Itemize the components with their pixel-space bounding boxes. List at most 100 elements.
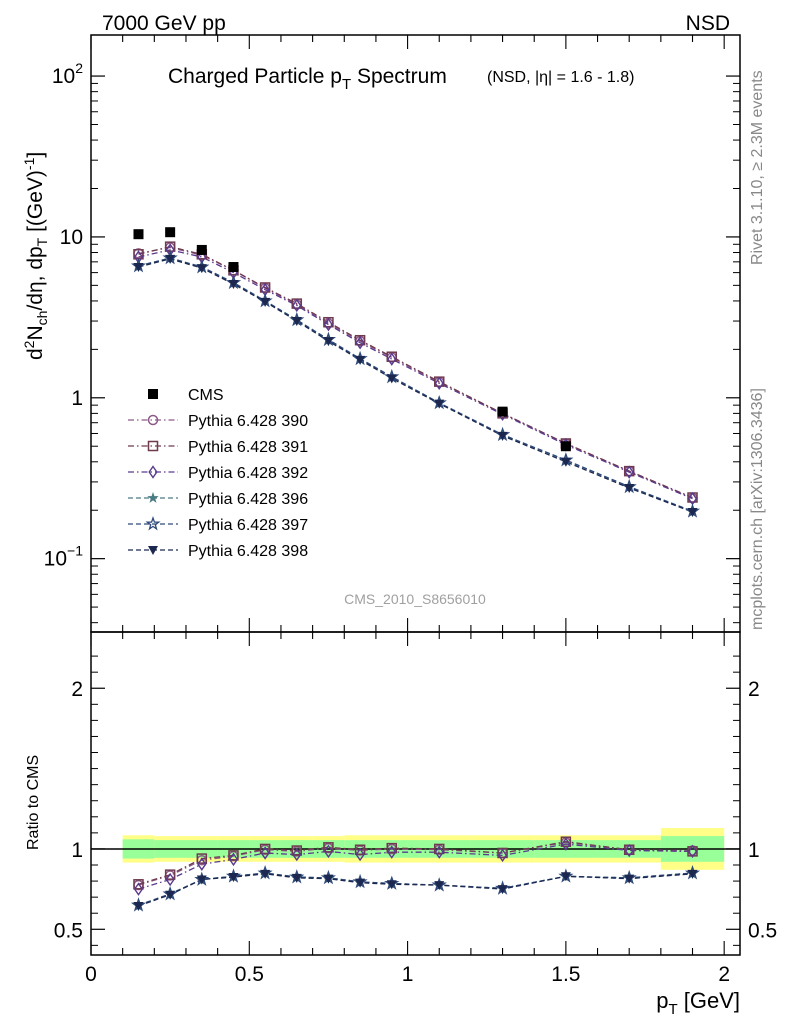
ratio-point-3 xyxy=(197,857,207,871)
ratio-point-3 xyxy=(228,852,239,867)
legend-marker xyxy=(145,515,161,531)
ratio-y-tick-label-right: 2 xyxy=(748,678,760,701)
legend-marker xyxy=(147,440,159,452)
legend-marker xyxy=(147,414,159,426)
series-point-3 xyxy=(434,376,444,391)
legend-label: CMS xyxy=(188,387,224,404)
series-point-3 xyxy=(323,317,334,332)
cms-point xyxy=(560,441,571,452)
series-point-6 xyxy=(323,337,334,347)
legend-label: Pythia 6.428 390 xyxy=(188,413,308,430)
ratio-point-3 xyxy=(387,845,397,859)
ratio-point-6 xyxy=(355,878,366,888)
ratio-point-6 xyxy=(291,873,302,883)
legend-label: Pythia 6.428 396 xyxy=(188,491,308,508)
legend-label: Pythia 6.428 397 xyxy=(188,517,308,534)
series-point-6 xyxy=(355,355,366,365)
analysis-id: CMS_2010_S8656010 xyxy=(344,591,486,607)
series-point-2 xyxy=(354,334,366,346)
ratio-y-tick-label: 1 xyxy=(71,839,83,862)
ratio-ticks: 0.5 0.51 12 20 0.5 1 1.5 2 xyxy=(54,632,777,986)
ratio-point-6 xyxy=(560,872,571,882)
series-point-2 xyxy=(386,351,398,362)
ratio-point-3 xyxy=(687,844,698,859)
ratio-line-2 xyxy=(138,841,693,885)
ratio-panel: 0.5 0.51 12 20 0.5 1 1.5 2 Ratio to CMS pT [GeV… xyxy=(25,631,777,1018)
series-point-3 xyxy=(355,335,365,350)
chart-title-sub: T xyxy=(342,76,351,93)
legend: CMS Pythia 6.428 390 Pythia 6.428 391 Pythi… xyxy=(128,387,308,560)
legend-label: Pythia 6.428 392 xyxy=(188,465,308,482)
y-tick-label: 10−1 xyxy=(44,543,84,571)
ratio-point-6 xyxy=(386,880,397,890)
series-point-6 xyxy=(687,508,698,518)
ratio-point-6 xyxy=(228,873,239,883)
x-tick-label: 1.5 xyxy=(551,963,580,986)
series-point-6 xyxy=(291,317,302,327)
series-point-6 xyxy=(497,431,508,441)
y-tick-label: 102 xyxy=(52,60,83,88)
ratio-point-3 xyxy=(260,846,270,860)
series-line-6 xyxy=(138,258,693,513)
legend-label: Pythia 6.428 391 xyxy=(188,439,308,456)
ratio-point-6 xyxy=(323,874,334,884)
ratio-line-3 xyxy=(138,843,693,890)
ratio-point-2 xyxy=(323,842,334,853)
series-line-3 xyxy=(138,249,693,500)
ratio-point-2 xyxy=(433,843,445,855)
series-point-6 xyxy=(624,483,635,493)
cms-point xyxy=(133,229,144,240)
ratio-point-3 xyxy=(624,843,634,858)
legend-marker xyxy=(148,546,158,555)
series-point-6 xyxy=(434,399,445,409)
cms-point xyxy=(228,262,239,273)
header-right: NSD xyxy=(686,12,730,35)
ratio-point-3 xyxy=(355,847,365,862)
series-point-2 xyxy=(323,316,334,328)
series-point-6 xyxy=(260,297,271,307)
ratio-point-2 xyxy=(497,847,508,859)
ratio-frame xyxy=(90,631,741,956)
ratio-line-1 xyxy=(138,841,693,886)
x-tick-label: 2 xyxy=(718,963,730,986)
rivet-label: Rivet 3.1.10, ≥ 2.3M events xyxy=(749,70,766,265)
ratio-line-6 xyxy=(138,873,693,907)
ratio-point-3 xyxy=(165,872,175,887)
series-point-6 xyxy=(196,264,207,274)
y-tick-label: 1 xyxy=(71,387,83,410)
chart-title-main: Charged Particle p xyxy=(168,65,342,88)
series-line-5 xyxy=(138,257,693,512)
ratio-y-tick-label-right: 0.5 xyxy=(748,919,777,942)
series-line-2 xyxy=(138,246,693,499)
series-point-6 xyxy=(165,254,176,264)
ratio-point-6 xyxy=(497,885,508,895)
legend-label: Pythia 6.428 398 xyxy=(188,543,308,560)
ratio-bands xyxy=(91,828,740,870)
legend-marker xyxy=(148,465,158,479)
ratio-y-tick-label-right: 1 xyxy=(748,839,760,862)
ratio-point-6 xyxy=(624,874,635,884)
legend-marker xyxy=(148,389,158,399)
ratio-point-2 xyxy=(386,842,398,854)
header-left: 7000 GeV pp xyxy=(102,12,226,35)
series-point-3 xyxy=(387,352,397,366)
y-tick-label: 10 xyxy=(60,226,83,249)
chart-title: Charged Particle pT Spectrum xyxy=(168,65,447,93)
ratio-point-2 xyxy=(228,850,239,861)
series-point-6 xyxy=(386,374,397,384)
series-point-6 xyxy=(228,279,239,289)
series-point-3 xyxy=(624,465,634,479)
ratio-point-2 xyxy=(164,869,176,880)
main-ticks: 10−1 1 10 102 xyxy=(44,35,740,632)
ratio-point-6 xyxy=(687,869,698,879)
ratio-point-6 xyxy=(165,890,176,900)
ratio-point-2 xyxy=(560,836,572,847)
chart-title-note: (NSD, |η| = 1.6 - 1.8) xyxy=(487,69,634,86)
ratio-point-2 xyxy=(196,853,208,864)
series-point-3 xyxy=(292,298,302,313)
x-tick-label: 0.5 xyxy=(235,963,264,986)
ratio-point-6 xyxy=(260,869,271,879)
x-tick-label: 1 xyxy=(402,963,414,986)
